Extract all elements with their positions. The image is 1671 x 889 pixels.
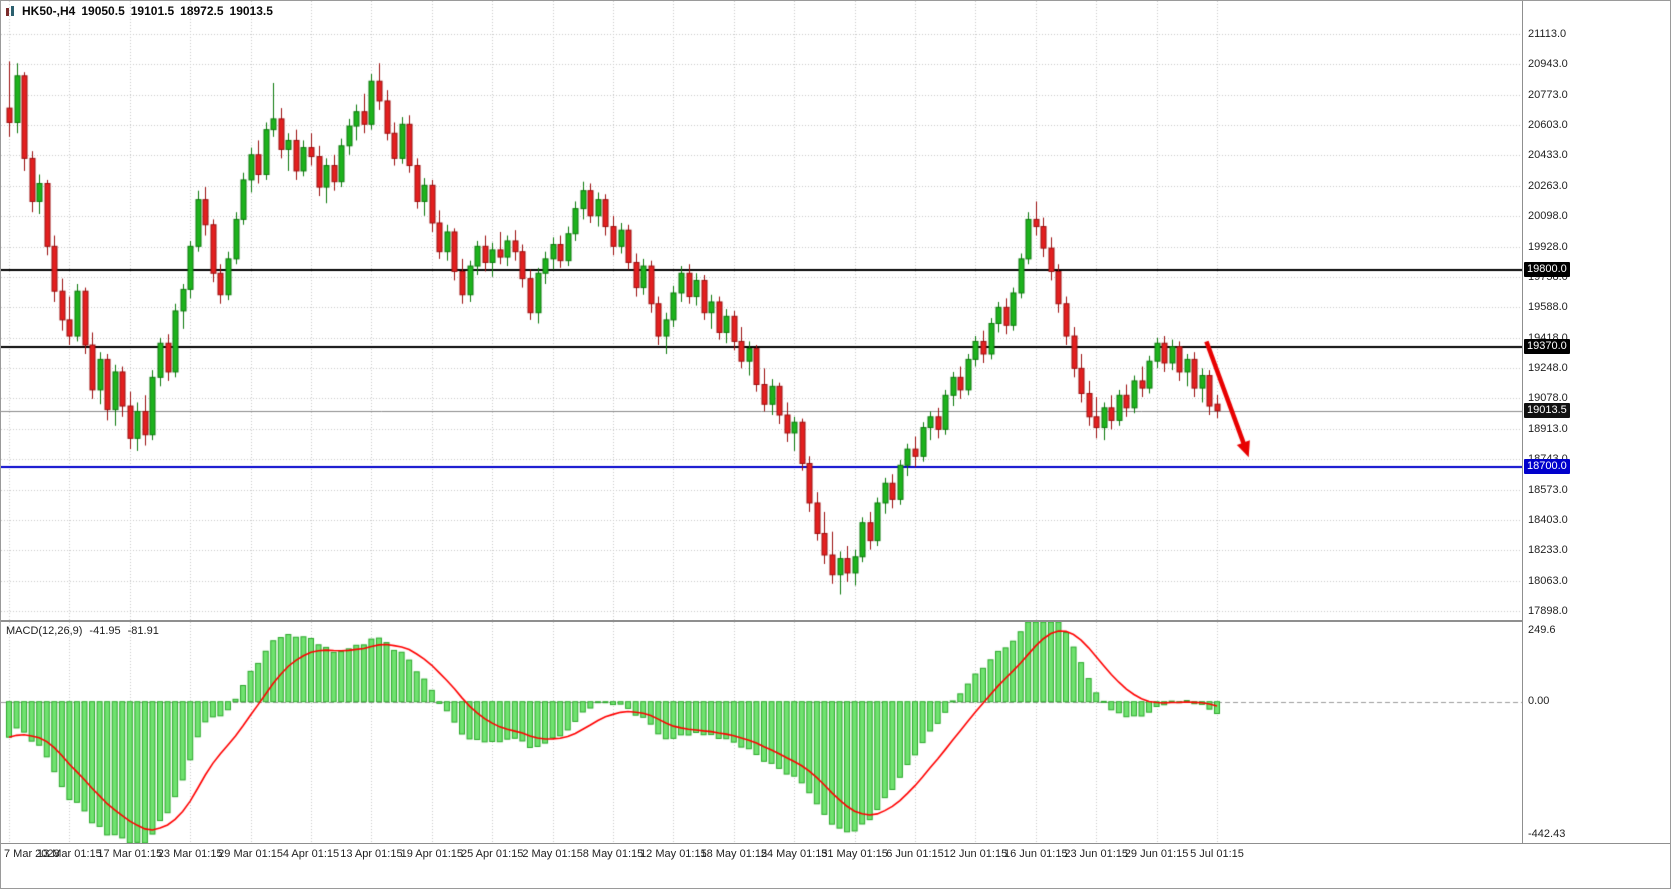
price-axis-label: 20773.0 [1528, 88, 1568, 101]
macd-axis-label: -442.43 [1528, 828, 1566, 840]
time-axis-label: 19 Apr 01:15 [400, 848, 463, 860]
price-axis[interactable]: 21113.0 20943.0 20773.0 20603.0 20433.0 20263… [1522, 1, 1670, 843]
time-axis-label: 4 Apr 01:15 [282, 848, 340, 860]
price-axis-label: 18233.0 [1528, 544, 1568, 557]
time-axis-label: 13 Mar 01:15 [36, 848, 102, 860]
price-level-badge: 19800.0 [1524, 261, 1570, 277]
chart-symbol-period: HK50-,H4 [22, 4, 76, 18]
price-axis-label: 20943.0 [1528, 58, 1568, 71]
time-axis-label: 25 Apr 01:15 [460, 848, 524, 860]
time-axis-label: 18 May 01:15 [700, 848, 768, 860]
price-chart-canvas[interactable] [1, 1, 1522, 620]
time-axis-label: 29 Jun 01:15 [1124, 848, 1189, 860]
price-axis-label: 20098.0 [1528, 210, 1568, 223]
price-level-badge: 19013.5 [1524, 402, 1570, 418]
price-axis-label: 18913.0 [1528, 422, 1568, 435]
time-axis[interactable]: 7 Mar 2023 13 Mar 01:15 17 Mar 01:15 23 Mar… [1, 844, 1522, 868]
time-axis-label: 6 Jun 01:15 [886, 848, 944, 860]
price-axis-label: 20263.0 [1528, 179, 1568, 192]
price-level-badge: 18700.0 [1524, 459, 1570, 475]
price-level-badge: 19370.0 [1524, 338, 1570, 354]
price-axis-label: 19078.0 [1528, 392, 1568, 405]
macd-indicator-label: MACD(12,26,9) -41.95 -81.91 [6, 625, 159, 637]
time-axis-label: 12 Jun 01:15 [943, 848, 1008, 860]
chart-title: HK50-,H4 19050.5 19101.5 18972.5 19013.5 [6, 4, 273, 18]
price-axis-label: 19248.0 [1528, 362, 1568, 375]
macd-axis-label: 249.6 [1528, 624, 1556, 636]
time-axis-label: 16 Jun 01:15 [1003, 848, 1068, 860]
time-axis-label: 24 May 01:15 [760, 848, 828, 860]
quote-open: 19050.5 [81, 4, 125, 18]
price-axis-label: 17898.0 [1528, 605, 1568, 617]
price-axis-label: 21113.0 [1528, 28, 1567, 40]
macd-panel-canvas[interactable] [1, 622, 1522, 843]
time-axis-label: 2 May 01:15 [522, 848, 583, 860]
time-axis-label: 7 Mar 2023 [4, 848, 60, 860]
macd-signal-value: -81.91 [127, 625, 159, 637]
price-axis-label: 18403.0 [1528, 513, 1568, 526]
time-axis-label: 13 Apr 01:15 [340, 848, 403, 860]
quote-close: 19013.5 [229, 4, 273, 18]
quote-high: 19101.5 [130, 4, 175, 18]
price-axis-label: 20603.0 [1528, 119, 1568, 132]
time-axis-label: 31 May 01:15 [821, 848, 888, 860]
time-axis-label: 17 Mar 01:15 [97, 848, 163, 860]
price-axis-label: 20433.0 [1528, 149, 1568, 162]
price-axis-label: 18573.0 [1528, 483, 1568, 496]
price-axis-label: 19928.0 [1528, 240, 1568, 253]
panel-separator[interactable] [1, 620, 1670, 622]
time-axis-label: 29 Mar 01:15 [218, 848, 284, 860]
time-axis-separator [1, 843, 1670, 844]
time-axis-label: 23 Mar 01:15 [157, 848, 223, 860]
chart-symbol-icon [6, 6, 16, 16]
time-axis-label: 5 Jul 01:15 [1190, 848, 1244, 860]
price-axis-label: 19588.0 [1528, 301, 1568, 314]
price-axis-label: 18063.0 [1528, 574, 1568, 587]
time-axis-label: 23 Jun 01:15 [1064, 848, 1128, 860]
quote-low: 18972.5 [180, 4, 224, 18]
macd-axis-label: 0.00 [1528, 694, 1550, 707]
macd-name: MACD(12,26,9) [6, 625, 83, 637]
time-axis-label: 8 May 01:15 [582, 848, 644, 860]
macd-main-value: -41.95 [89, 625, 121, 637]
time-axis-label: 12 May 01:15 [640, 848, 707, 860]
